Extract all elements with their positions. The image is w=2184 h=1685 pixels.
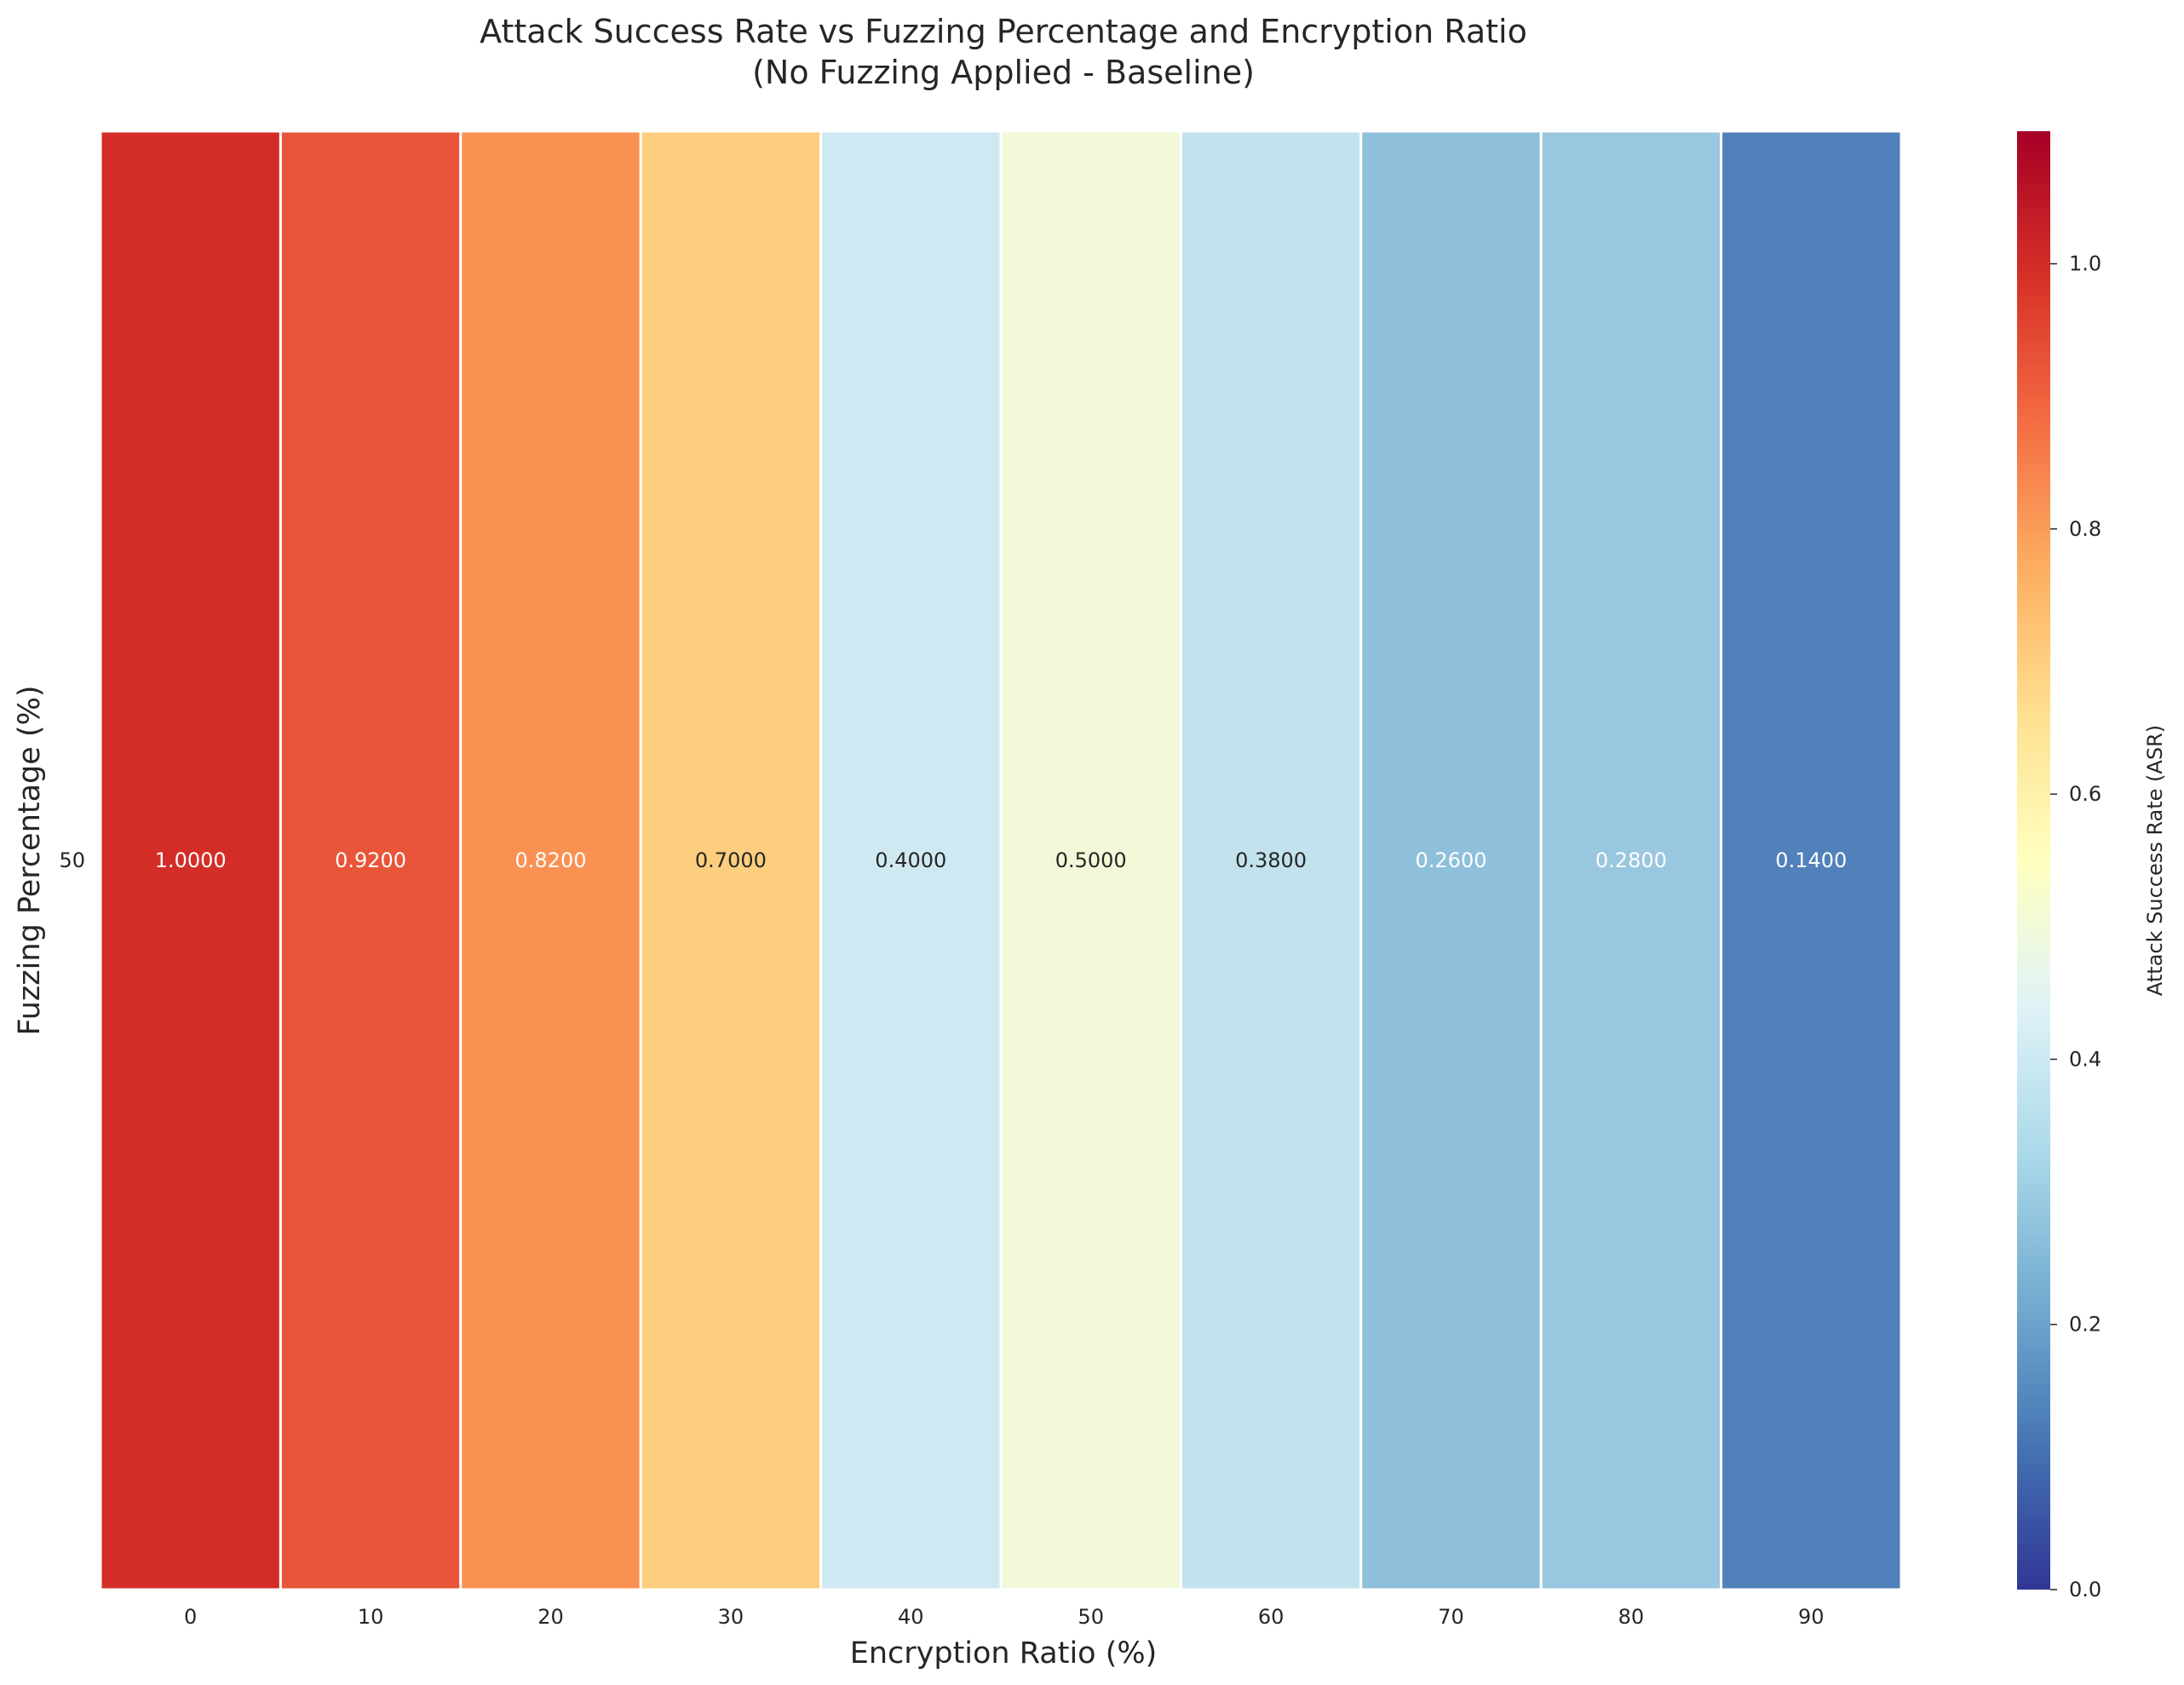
cell-value-label: 0.5000 [1055, 848, 1127, 872]
cell-value-label: 0.2800 [1595, 848, 1667, 872]
heatmap-cell [279, 129, 463, 1591]
cell-value-label: 0.4000 [875, 848, 946, 872]
chart-subtitle: (No Fuzzing Applied - Baseline) [752, 54, 1255, 91]
heatmap-cell [819, 129, 1003, 1591]
heatmap-cell [999, 129, 1182, 1591]
colorbar-tick-label: 0.4 [2069, 1047, 2101, 1071]
colorbar-tick-label: 0.6 [2069, 782, 2101, 806]
y-tick-labels: 50 [59, 848, 85, 872]
x-tick-label: 20 [537, 1605, 564, 1629]
heatmap-cell [1539, 129, 1723, 1591]
x-tick-label: 90 [1798, 1605, 1825, 1629]
heatmap-cell [1720, 129, 1903, 1591]
heatmap-cells: 1.0000 0.9200 0.8200 0.7000 0.4000 0.5000 0.38… [99, 129, 1903, 1591]
x-tick-label: 30 [718, 1605, 744, 1629]
colorbar-tick-label: 0.2 [2069, 1313, 2101, 1337]
cell-value-label: 0.9200 [335, 848, 406, 872]
heatmap-cell [1179, 129, 1363, 1591]
x-tick-labels: 0 10 20 30 40 50 60 70 80 90 [184, 1605, 1825, 1629]
cell-value-label: 0.1400 [1775, 848, 1847, 872]
cell-value-label: 0.7000 [695, 848, 767, 872]
x-tick-label: 0 [184, 1605, 197, 1629]
chart-title: Attack Success Rate vs Fuzzing Percentag… [480, 13, 1527, 50]
colorbar [2017, 131, 2050, 1590]
colorbar-tick-label: 0.0 [2069, 1578, 2101, 1602]
x-tick-label: 70 [1438, 1605, 1464, 1629]
x-tick-label: 80 [1618, 1605, 1645, 1629]
x-tick-label: 10 [358, 1605, 384, 1629]
colorbar-label: Attack Success Rate (ASR) [2143, 725, 2167, 996]
heatmap-cell [639, 129, 823, 1591]
colorbar-tick-label: 0.8 [2069, 517, 2101, 541]
heatmap-cell [1359, 129, 1543, 1591]
heatmap-cell [459, 129, 642, 1591]
x-tick-label: 40 [898, 1605, 924, 1629]
cell-value-label: 1.0000 [155, 848, 227, 872]
cell-value-label: 0.2600 [1416, 848, 1487, 872]
colorbar-ticks: 0.0 0.2 0.4 0.6 0.8 1.0 [2050, 252, 2101, 1602]
heatmap-cell [99, 129, 282, 1591]
colorbar-tick-label: 1.0 [2069, 252, 2101, 276]
x-tick-label: 50 [1078, 1605, 1104, 1629]
cell-value-label: 0.3800 [1235, 848, 1307, 872]
y-tick-label: 50 [59, 848, 85, 872]
x-axis-label: Encryption Ratio (%) [850, 1636, 1158, 1671]
x-tick-label: 60 [1258, 1605, 1285, 1629]
cell-value-label: 0.8200 [515, 848, 587, 872]
y-axis-label: Fuzzing Percentage (%) [13, 686, 47, 1036]
